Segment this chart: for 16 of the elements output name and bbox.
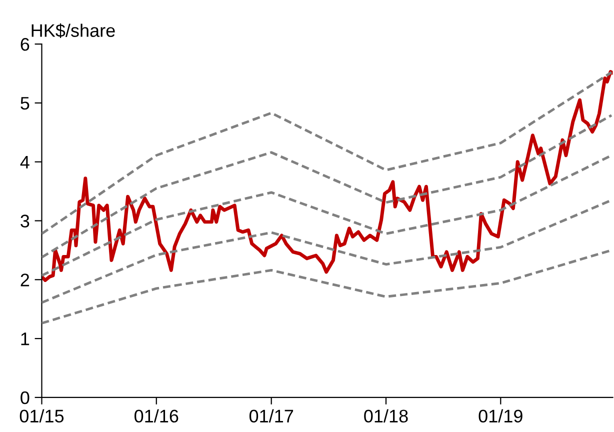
y-tick-label: 6 — [20, 38, 30, 51]
x-tick-label: 01/19 — [478, 409, 522, 423]
y-tick-label: 5 — [20, 97, 30, 110]
line-series — [42, 71, 613, 235]
y-tick-label: 3 — [20, 214, 30, 228]
y-tick-label: 0 — [20, 391, 30, 404]
line-series — [42, 70, 613, 282]
x-tick-label: 01/16 — [134, 409, 178, 423]
x-tick-label: 01/17 — [249, 409, 294, 423]
x-tick-label: 01/15 — [20, 409, 64, 423]
y-tick-label: 4 — [20, 156, 30, 168]
y-tick-label: 1 — [21, 332, 30, 346]
x-tick-label: 01/18 — [364, 409, 408, 423]
y-axis-title: HK$/share — [32, 23, 115, 38]
line-series — [42, 114, 613, 259]
y-tick-label: 2 — [20, 274, 30, 286]
